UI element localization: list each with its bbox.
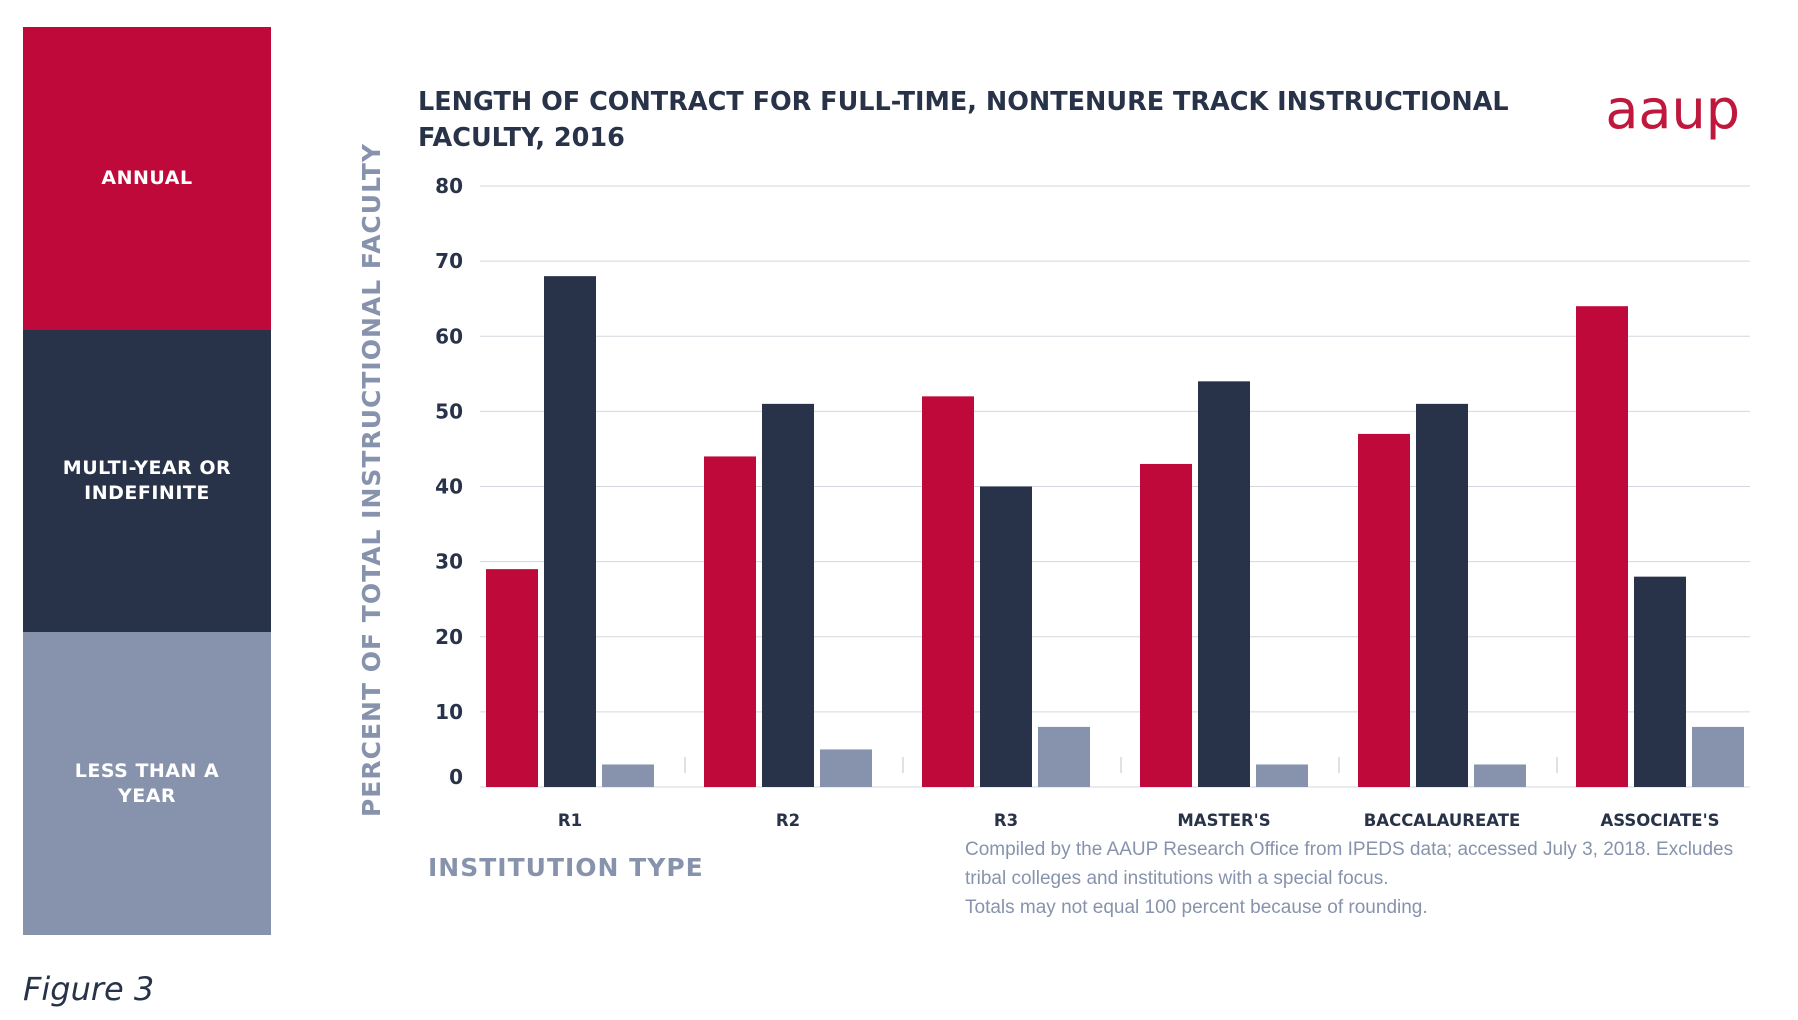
bars: [486, 276, 1744, 787]
y-tick-label: 80: [435, 174, 463, 198]
bar-3-2: [1256, 764, 1308, 787]
bar-0-0: [486, 569, 538, 787]
y-tick-label: 50: [435, 399, 463, 423]
figure-caption: Figure 3: [23, 970, 155, 1008]
legend-item-0: ANNUAL: [23, 27, 271, 330]
bar-2-1: [980, 486, 1032, 787]
x-category-labels: R1 R2 R3 MASTER'S BACCALAUREATE ASSOCIATE'S: [558, 811, 1720, 830]
source-note-line-1: Compiled by the AAUP Research Office fro…: [965, 839, 1733, 860]
bar-1-0: [704, 456, 756, 787]
bar-2-2: [1038, 726, 1090, 787]
gridlines: [480, 185, 1750, 788]
legend-item-1: MULTI-YEAR OR INDEFINITE: [23, 329, 271, 633]
bar-0-1: [544, 276, 596, 787]
bar-3-0: [1140, 463, 1192, 787]
legend-item-label: LESS THAN A YEAR: [74, 759, 220, 807]
y-tick-label: 60: [435, 324, 463, 348]
bar-5-2: [1692, 726, 1744, 787]
source-note-line-2: tribal colleges and institutions with a …: [965, 868, 1389, 889]
legend-item-2: LESS THAN A YEAR: [23, 632, 271, 935]
bar-3-1: [1198, 381, 1250, 787]
legend-item-label: MULTI-YEAR OR INDEFINITE: [62, 457, 232, 504]
chart-title-line-1: LENGTH OF CONTRACT FOR FULL-TIME, NONTEN…: [418, 87, 1509, 117]
x-category-label: R3: [994, 811, 1018, 830]
x-category-label: R2: [776, 811, 800, 830]
x-category-label: ASSOCIATE'S: [1600, 811, 1719, 830]
bar-2-0: [922, 396, 974, 787]
bar-5-0: [1576, 306, 1628, 787]
bar-4-2: [1474, 764, 1526, 787]
y-tick-label: 10: [435, 700, 463, 724]
y-tick-label: 30: [435, 550, 463, 574]
y-tick-label: 40: [435, 475, 463, 499]
legend: ANNUAL MULTI-YEAR OR INDEFINITE LESS THAN …: [23, 27, 271, 935]
y-tick-label: 20: [435, 625, 463, 649]
aaup-logo: aaup: [1605, 78, 1740, 141]
bar-4-1: [1416, 403, 1468, 787]
x-category-label: R1: [558, 811, 582, 830]
bar-4-0: [1358, 433, 1410, 787]
y-axis-label: PERCENT OF TOTAL INSTRUCTIONAL FACULTY: [357, 143, 386, 817]
bar-0-2: [602, 764, 654, 787]
bar-5-1: [1634, 576, 1686, 787]
x-category-label: BACCALAUREATE: [1364, 811, 1521, 830]
chart-title-line-2: FACULTY, 2016: [418, 123, 625, 153]
bar-1-2: [820, 749, 872, 787]
y-tick-label: 0: [449, 765, 463, 789]
legend-item-label: ANNUAL: [101, 166, 193, 189]
y-tick-label: 70: [435, 249, 463, 273]
y-tick-labels: 0 10 20 30 40 50 60 70 80: [435, 174, 463, 789]
source-note-line-3: Totals may not equal 100 percent because…: [965, 897, 1428, 918]
x-category-label: MASTER'S: [1177, 811, 1270, 830]
x-axis-label: INSTITUTION TYPE: [428, 853, 704, 882]
bar-1-1: [762, 403, 814, 787]
